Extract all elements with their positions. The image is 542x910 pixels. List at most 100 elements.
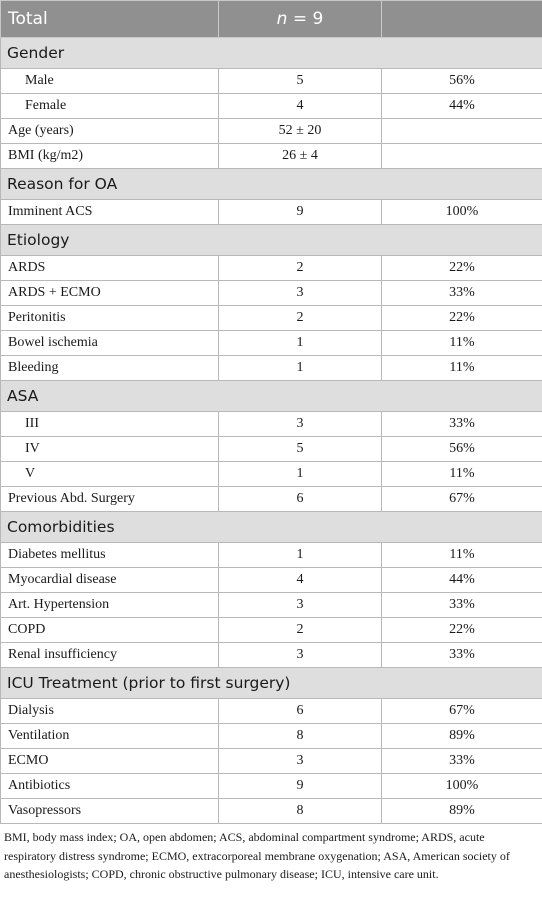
header-total: Total — [0, 0, 219, 38]
row-percent — [381, 118, 542, 144]
row-count: 9 — [218, 773, 382, 799]
section-row: Etiology — [0, 224, 542, 256]
row-percent: 22% — [381, 305, 542, 331]
table-row: IV 5 56% — [0, 436, 542, 462]
row-label: Previous Abd. Surgery — [0, 486, 219, 512]
row-count: 8 — [218, 723, 382, 749]
table-row: Bleeding 1 11% — [0, 355, 542, 381]
row-label: V — [0, 461, 219, 487]
section-row: ICU Treatment (prior to first surgery) — [0, 667, 542, 699]
row-count: 1 — [218, 330, 382, 356]
row-percent: 33% — [381, 411, 542, 437]
header-n: n = 9 — [218, 0, 382, 38]
table-row: Female 4 44% — [0, 93, 542, 119]
row-label: ARDS + ECMO — [0, 280, 219, 306]
row-percent: 89% — [381, 798, 542, 824]
row-label: COPD — [0, 617, 219, 643]
row-label: Diabetes mellitus — [0, 542, 219, 568]
section-title: Comorbidities — [0, 511, 542, 543]
table-row: Diabetes mellitus 1 11% — [0, 542, 542, 568]
table-row: COPD 2 22% — [0, 617, 542, 643]
row-count: 2 — [218, 617, 382, 643]
row-label: III — [0, 411, 219, 437]
row-count: 6 — [218, 486, 382, 512]
row-count: 1 — [218, 542, 382, 568]
table-row: Bowel ischemia 1 11% — [0, 330, 542, 356]
row-percent: 100% — [381, 199, 542, 225]
row-percent: 33% — [381, 280, 542, 306]
row-count: 4 — [218, 93, 382, 119]
row-label: Dialysis — [0, 698, 219, 724]
row-count: 4 — [218, 567, 382, 593]
table-row: Myocardial disease 4 44% — [0, 567, 542, 593]
table-row: Ventilation 8 89% — [0, 723, 542, 749]
table-row: Imminent ACS 9 100% — [0, 199, 542, 225]
section-row: Reason for OA — [0, 168, 542, 200]
row-label: Imminent ACS — [0, 199, 219, 225]
row-percent: 67% — [381, 486, 542, 512]
row-percent: 56% — [381, 436, 542, 462]
row-label: Vasopressors — [0, 798, 219, 824]
header-blank — [381, 0, 542, 38]
row-percent: 11% — [381, 542, 542, 568]
table-row: BMI (kg/m2) 26 ± 4 — [0, 143, 542, 169]
row-percent: 44% — [381, 93, 542, 119]
row-label: Age (years) — [0, 118, 219, 144]
section-title: ICU Treatment (prior to first surgery) — [0, 667, 542, 699]
table-row: V 1 11% — [0, 461, 542, 487]
row-percent: 11% — [381, 355, 542, 381]
table-row: Antibiotics 9 100% — [0, 773, 542, 799]
row-label: Antibiotics — [0, 773, 219, 799]
row-count: 52 ± 20 — [218, 118, 382, 144]
row-percent: 89% — [381, 723, 542, 749]
table-row: Vasopressors 8 89% — [0, 798, 542, 824]
row-count: 3 — [218, 280, 382, 306]
row-label: Art. Hypertension — [0, 592, 219, 618]
row-count: 1 — [218, 355, 382, 381]
table-row: Age (years) 52 ± 20 — [0, 118, 542, 144]
row-count: 26 ± 4 — [218, 143, 382, 169]
row-count: 9 — [218, 199, 382, 225]
row-count: 5 — [218, 68, 382, 94]
row-percent: 33% — [381, 748, 542, 774]
section-row: Gender — [0, 37, 542, 69]
row-percent: 22% — [381, 617, 542, 643]
row-percent: 44% — [381, 567, 542, 593]
table-footnote: BMI, body mass index; OA, open abdomen; … — [4, 830, 510, 881]
row-label: Peritonitis — [0, 305, 219, 331]
table-row: ARDS 2 22% — [0, 255, 542, 281]
row-percent: 56% — [381, 68, 542, 94]
row-label: Myocardial disease — [0, 567, 219, 593]
header-n-symbol: n — [276, 9, 288, 29]
section-row: ASA — [0, 380, 542, 412]
row-label: ECMO — [0, 748, 219, 774]
section-row: Comorbidities — [0, 511, 542, 543]
row-label: BMI (kg/m2) — [0, 143, 219, 169]
row-label: ARDS — [0, 255, 219, 281]
section-title: Reason for OA — [0, 168, 542, 200]
row-count: 3 — [218, 411, 382, 437]
row-percent: 11% — [381, 330, 542, 356]
table-body: Total n = 9 Gender Male 5 56% Female 4 44% Age … — [0, 0, 542, 824]
row-count: 1 — [218, 461, 382, 487]
row-label: Male — [0, 68, 219, 94]
table-row: Art. Hypertension 3 33% — [0, 592, 542, 618]
table-row: ECMO 3 33% — [0, 748, 542, 774]
table-row: Dialysis 6 67% — [0, 698, 542, 724]
table-header-row: Total n = 9 — [0, 0, 542, 38]
row-percent: 33% — [381, 592, 542, 618]
row-percent: 100% — [381, 773, 542, 799]
patient-characteristics-table: Total n = 9 Gender Male 5 56% Female 4 44% Age … — [0, 0, 542, 824]
table-row: Previous Abd. Surgery 6 67% — [0, 486, 542, 512]
table-row: Renal insufficiency 3 33% — [0, 642, 542, 668]
row-percent: 67% — [381, 698, 542, 724]
row-count: 6 — [218, 698, 382, 724]
table-row: III 3 33% — [0, 411, 542, 437]
row-label: Female — [0, 93, 219, 119]
row-percent: 11% — [381, 461, 542, 487]
section-title: Etiology — [0, 224, 542, 256]
header-n-value: = 9 — [287, 9, 324, 29]
row-label: Bleeding — [0, 355, 219, 381]
table-row: Male 5 56% — [0, 68, 542, 94]
table-row: Peritonitis 2 22% — [0, 305, 542, 331]
